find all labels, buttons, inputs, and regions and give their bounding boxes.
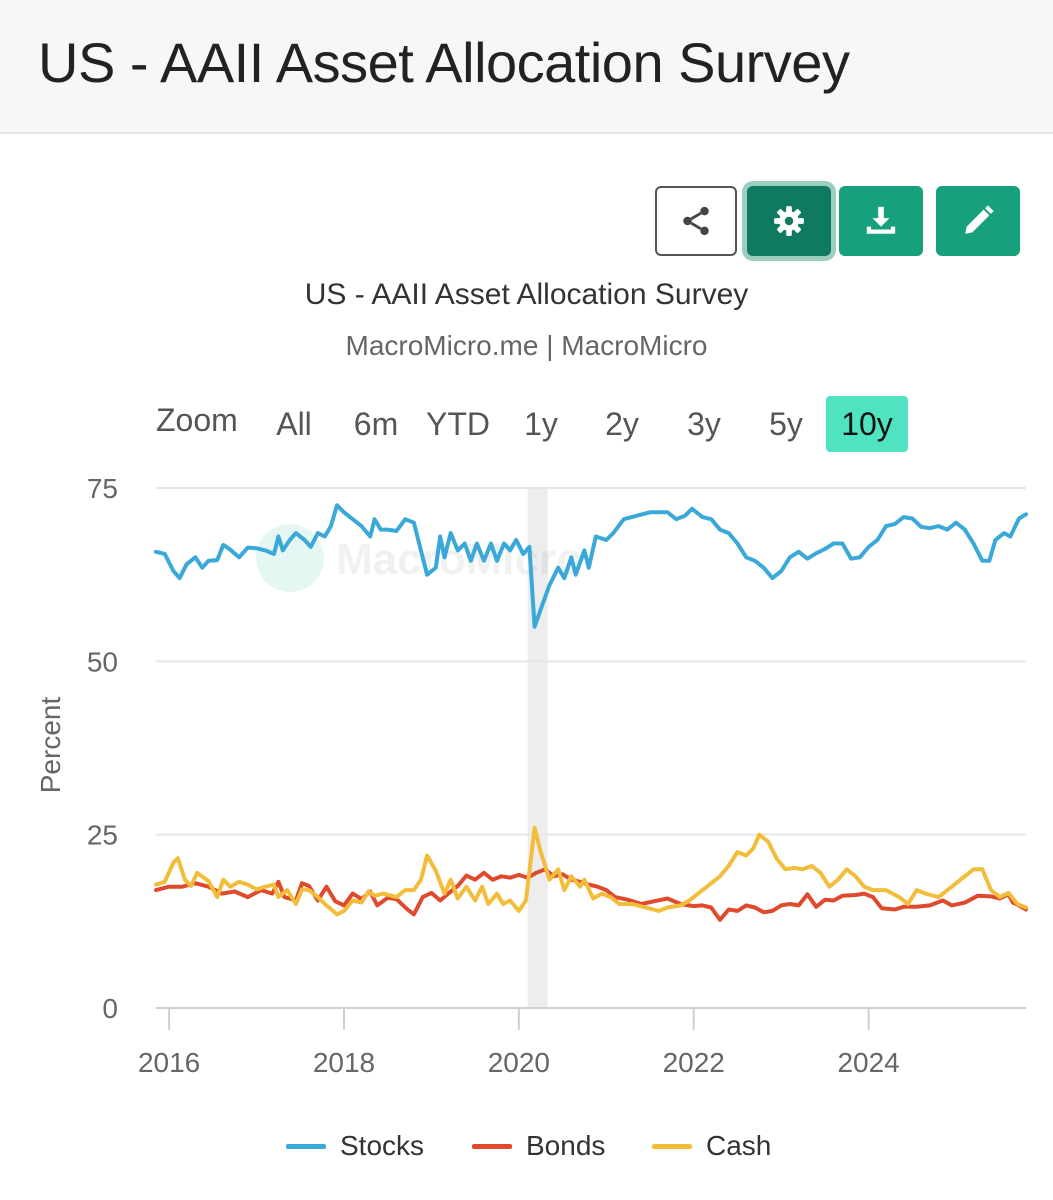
x-tick-label-2020: 2020 bbox=[488, 1047, 550, 1078]
chart-legend: Stocks Bonds Cash bbox=[0, 1126, 1053, 1166]
legend-item-cash[interactable]: Cash bbox=[652, 1126, 771, 1166]
zoom-5y-button[interactable]: 5y bbox=[769, 406, 803, 442]
y-axis-label: Percent bbox=[35, 697, 66, 794]
chart-area: MacroMicro 0 25 50 75 2016 2018 2020 2022 2024 P… bbox=[35, 473, 1028, 1078]
zoom-label: Zoom bbox=[156, 402, 238, 438]
zoom-2y-button[interactable]: 2y bbox=[605, 406, 639, 442]
settings-button[interactable] bbox=[747, 186, 831, 256]
share-icon bbox=[683, 206, 709, 236]
zoom-all-button[interactable]: All bbox=[276, 406, 312, 442]
legend-swatch-bonds bbox=[472, 1143, 512, 1149]
page-title: US - AAII Asset Allocation Survey bbox=[38, 31, 850, 94]
legend-label-cash: Cash bbox=[706, 1130, 772, 1161]
zoom-10y-button[interactable]: 10y bbox=[826, 396, 908, 452]
x-tick-label-2016: 2016 bbox=[138, 1047, 200, 1078]
legend-item-bonds[interactable]: Bonds bbox=[472, 1126, 605, 1166]
legend-label-stocks: Stocks bbox=[340, 1130, 425, 1161]
series-line-stocks bbox=[154, 503, 1028, 629]
edit-button[interactable] bbox=[936, 186, 1020, 256]
y-tick-label-0: 0 bbox=[102, 993, 118, 1024]
pencil-icon bbox=[965, 205, 994, 234]
x-tick-label-2018: 2018 bbox=[313, 1047, 375, 1078]
legend-swatch-stocks bbox=[286, 1143, 326, 1149]
zoom-6m-button[interactable]: 6m bbox=[353, 406, 399, 442]
watermark-logo-icon bbox=[256, 524, 324, 592]
legend-swatch-cash bbox=[652, 1143, 692, 1149]
gear-icon bbox=[774, 206, 804, 236]
download-button[interactable] bbox=[839, 186, 923, 256]
y-tick-label-50: 50 bbox=[87, 646, 118, 677]
watermark-text: MacroMicro bbox=[336, 535, 583, 584]
legend-item-stocks[interactable]: Stocks bbox=[286, 1126, 424, 1166]
zoom-3y-button[interactable]: 3y bbox=[687, 406, 721, 442]
zoom-1y-button[interactable]: 1y bbox=[524, 406, 558, 442]
y-tick-label-75: 75 bbox=[87, 473, 118, 504]
zoom-ytd-button[interactable]: YTD bbox=[426, 406, 490, 442]
y-tick-label-25: 25 bbox=[87, 820, 118, 851]
series-line-bonds bbox=[154, 867, 1028, 922]
share-button[interactable] bbox=[655, 186, 737, 256]
download-icon bbox=[866, 206, 896, 234]
x-tick-label-2022: 2022 bbox=[663, 1047, 725, 1078]
x-tick-label-2024: 2024 bbox=[837, 1047, 899, 1078]
page-header: US - AAII Asset Allocation Survey bbox=[0, 0, 1053, 134]
chart-title: US - AAII Asset Allocation Survey bbox=[304, 278, 749, 311]
chart-subtitle: MacroMicro.me | MacroMicro bbox=[345, 330, 708, 361]
legend-label-bonds: Bonds bbox=[526, 1130, 606, 1161]
series-line-cash bbox=[154, 825, 1028, 917]
